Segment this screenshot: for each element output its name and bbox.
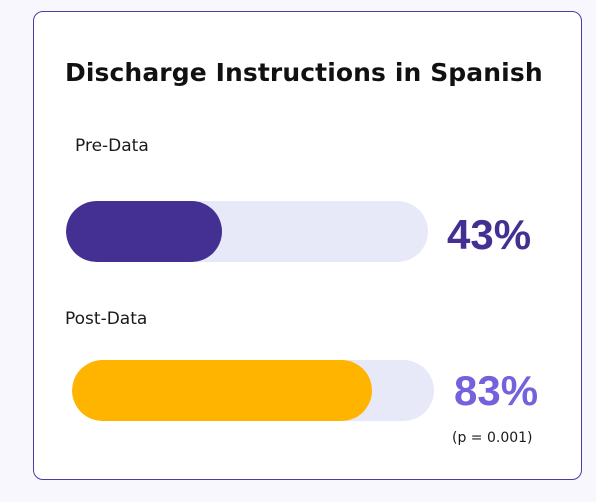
chart-title: Discharge Instructions in Spanish — [65, 58, 543, 87]
post-data-label: Post-Data — [65, 309, 148, 329]
pre-data-bar-track — [66, 201, 428, 262]
post-data-bar-track — [72, 360, 434, 421]
p-value-note: (p = 0.001) — [452, 430, 533, 446]
post-data-bar — [72, 360, 373, 421]
pre-data-bar — [66, 201, 222, 262]
pre-data-value-label: 43% — [447, 211, 532, 258]
post-data-value-label: 83% — [454, 367, 539, 414]
pre-data-label: Pre-Data — [75, 136, 149, 156]
